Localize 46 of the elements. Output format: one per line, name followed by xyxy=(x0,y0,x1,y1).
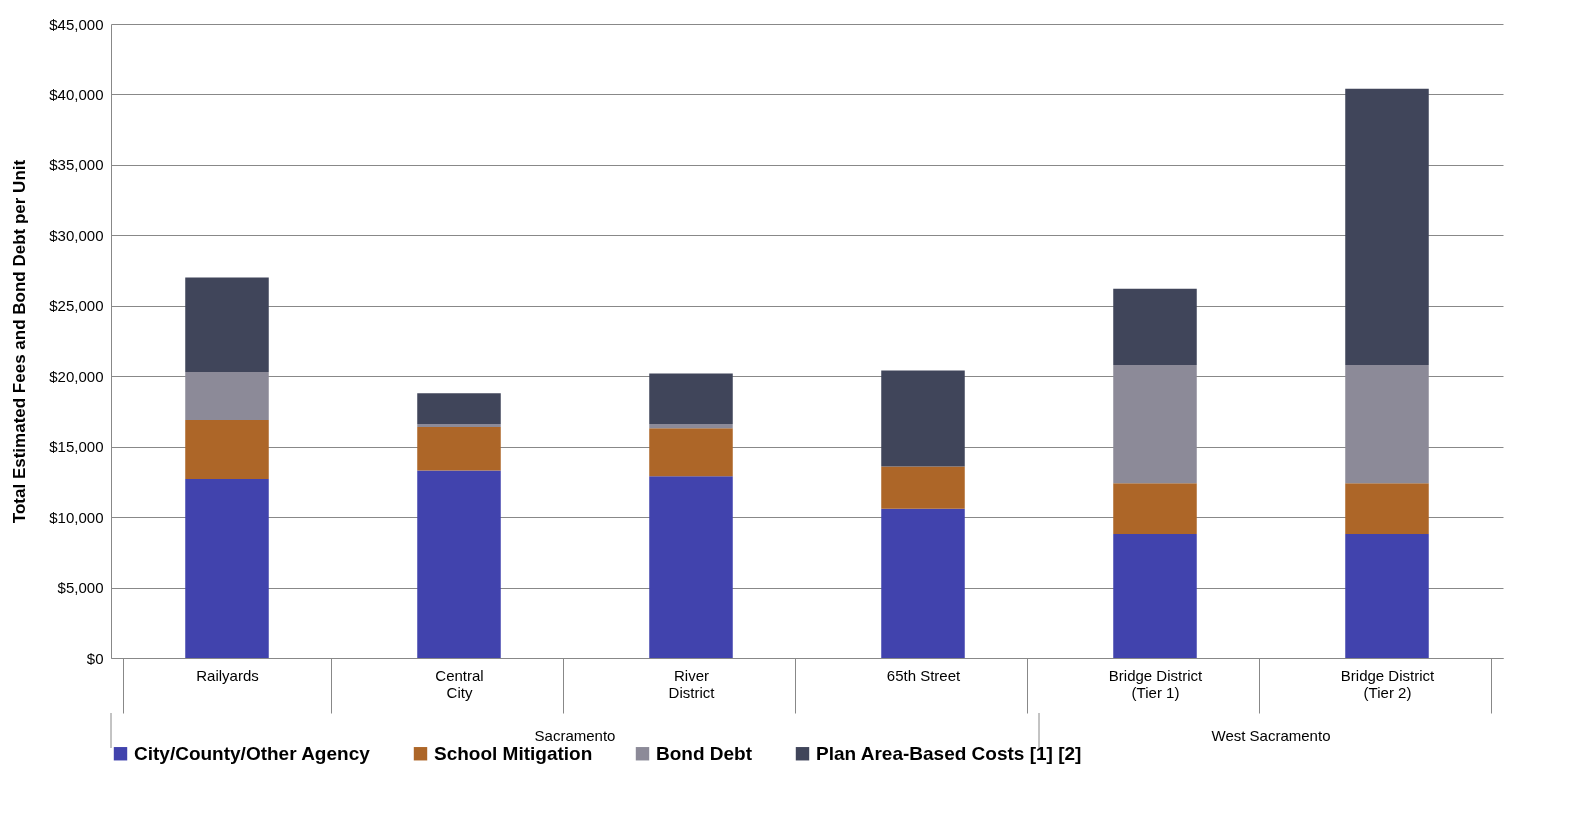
y-tick-label: $45,000 xyxy=(49,15,104,33)
bar xyxy=(649,428,733,477)
bar xyxy=(649,373,733,425)
bar xyxy=(185,479,269,658)
bar xyxy=(881,508,965,658)
x-tick-label: Bridge District (Tier 2) xyxy=(1340,666,1436,701)
bar xyxy=(185,372,269,420)
bar xyxy=(881,466,965,509)
y-tick-label: $35,000 xyxy=(49,156,104,174)
y-tick-label: $0 xyxy=(86,649,104,667)
y-tick-label: $25,000 xyxy=(49,297,104,315)
bar xyxy=(417,393,501,425)
text: West Sacramento xyxy=(1211,727,1331,744)
x-tick-label: Central City xyxy=(435,666,484,701)
bar xyxy=(649,476,733,658)
bar xyxy=(1345,534,1429,658)
y-tick-label: $20,000 xyxy=(49,367,104,385)
bar xyxy=(1345,364,1429,484)
bar xyxy=(649,424,733,429)
bar xyxy=(1345,483,1429,535)
legend-label: Bond Debt xyxy=(656,742,753,764)
bar xyxy=(185,419,269,480)
legend-label: Plan Area-Based Costs [1] [2] xyxy=(816,742,1082,764)
legend-label: School Mitigation xyxy=(434,742,593,764)
y-tick-label: $40,000 xyxy=(49,85,104,103)
bar xyxy=(185,277,269,372)
bar xyxy=(881,370,965,467)
bar xyxy=(417,426,501,471)
bar xyxy=(1113,483,1197,535)
bar xyxy=(1113,534,1197,658)
x-tick-label: River District xyxy=(668,666,716,701)
text: Sacramento xyxy=(534,727,616,744)
legend-label: City/County/Other Agency xyxy=(134,742,371,764)
y-tick-label: $5,000 xyxy=(57,579,104,597)
x-tick-label: Railyards xyxy=(196,666,259,684)
y-tick-label: $10,000 xyxy=(49,508,104,526)
bar xyxy=(1113,288,1197,365)
bar xyxy=(1113,364,1197,484)
y-axis-title: Total Estimated Fees and Bond Debt per Unit xyxy=(10,159,30,524)
y-tick-label: $15,000 xyxy=(49,438,104,456)
bar xyxy=(1345,88,1429,365)
x-tick-label: 65th Street xyxy=(886,666,962,684)
y-tick-label: $30,000 xyxy=(49,226,104,244)
bar xyxy=(417,470,501,658)
x-tick-label: Bridge District (Tier 1) xyxy=(1108,666,1204,701)
bar xyxy=(417,424,501,427)
